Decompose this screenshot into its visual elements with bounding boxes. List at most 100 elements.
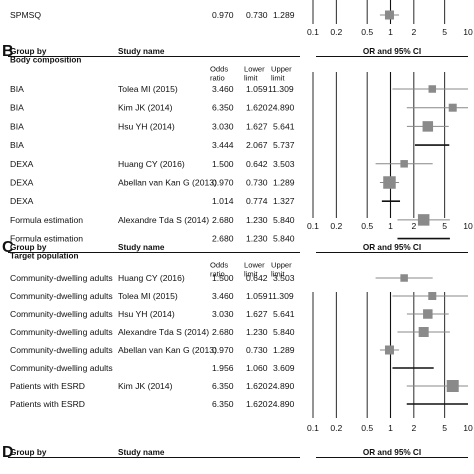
point-estimate-marker	[417, 214, 430, 226]
row-upper-limit: 5.641	[273, 309, 295, 319]
x-tick-label: 0.1	[307, 27, 319, 37]
row-group: BIA	[10, 121, 24, 131]
header-plot-title: OR and 95% CI	[363, 243, 421, 252]
table-row: Community-dwelling adults Tolea MI (2015)…	[10, 291, 468, 301]
row-lower-limit: 1.059	[246, 84, 268, 94]
row-study-name: Alexandre Tda S (2014)	[118, 327, 209, 337]
table-row: DEXA Huang CY (2016) 1.500 0.642 3.503	[10, 159, 433, 169]
row-odds-ratio: 0.970	[212, 178, 234, 188]
x-tick-label: 0.1	[307, 423, 319, 433]
row-group: Community-dwelling adults	[10, 363, 113, 373]
row-upper-limit: 5.737	[273, 140, 295, 150]
table-row: BIA 3.444 2.067 5.737	[10, 140, 450, 150]
row-study-name: Tolea MI (2015)	[118, 291, 178, 301]
table-row: Formula estimation 2.680 1.230 5.840	[10, 234, 450, 244]
table-row: BIA Tolea MI (2015) 3.460 1.059 11.309	[10, 84, 468, 94]
row-upper-limit: 5.840	[273, 327, 295, 337]
row-group: DEXA	[10, 159, 34, 169]
row-upper-limit: 3.609	[273, 363, 295, 373]
panel-label: D	[2, 444, 14, 461]
row-odds-ratio: 2.680	[212, 215, 234, 225]
row-lower-limit: 0.642	[246, 273, 268, 283]
header-upper-limit: Upper limit	[271, 65, 292, 83]
row-lower-limit: 1.627	[246, 309, 268, 319]
table-row: Community-dwelling adults Abellan van Kan…	[10, 345, 400, 355]
header-group-name: Target population	[10, 252, 79, 261]
table-row: DEXA 1.014 0.774 1.327	[10, 196, 401, 206]
table-row: DEXA Abellan van Kan G (2013)0.970 0.730 1.…	[10, 176, 400, 189]
row-upper-limit: 1.289	[273, 10, 295, 20]
row-upper-limit: 5.641	[273, 121, 295, 131]
row-upper-limit: 1.289	[273, 345, 295, 355]
header-group-by: Group by	[10, 243, 47, 252]
row-lower-limit: 2.067	[246, 140, 268, 150]
point-estimate-marker	[446, 380, 459, 392]
row-group: Formula estimation	[10, 234, 83, 244]
row-odds-ratio: 3.444	[212, 140, 234, 150]
point-estimate-marker	[400, 160, 408, 168]
row-study-name: Huang CY (2016)	[118, 273, 185, 283]
row-lower-limit: 1.620	[246, 399, 268, 409]
table-row: Community-dwelling adults Alexandre Tda S…	[10, 327, 450, 337]
row-study-name: Abellan van Kan G (2013)	[118, 345, 217, 355]
x-tick-label: 1	[388, 423, 393, 433]
row-lower-limit: 0.730	[246, 345, 268, 355]
point-estimate-marker	[428, 292, 437, 300]
row-odds-ratio: 1.014	[212, 196, 234, 206]
row-study-name: Alexandre Tda S (2014)	[118, 215, 209, 225]
header-lower-limit: Lower limit	[244, 261, 265, 279]
row-group: BIA	[10, 140, 24, 150]
point-estimate-marker	[428, 85, 437, 93]
row-group: Community-dwelling adults	[10, 309, 113, 319]
table-row: Patients with ESRD Kim JK (2014) 6.350 1.62…	[10, 380, 468, 392]
row-group: BIA	[10, 103, 24, 113]
point-estimate-marker	[383, 176, 396, 189]
row-study-name: Abellan van Kan G (2013)	[118, 178, 217, 188]
row-study-name: Huang CY (2016)	[118, 159, 185, 169]
row-odds-ratio: 1.500	[212, 273, 234, 283]
row-group: Formula estimation	[10, 215, 83, 225]
table-row: BIA Hsu YH (2014) 3.030 1.627 5.641	[10, 121, 449, 132]
row-group: Community-dwelling adults	[10, 345, 113, 355]
row-odds-ratio: 6.350	[212, 399, 234, 409]
row-upper-limit: 1.289	[273, 178, 295, 188]
row-lower-limit: 1.060	[246, 363, 268, 373]
header-lower-limit: Lower limit	[244, 65, 265, 83]
row-upper-limit: 5.840	[273, 234, 295, 244]
row-group: DEXA	[10, 178, 34, 188]
row-upper-limit: 24.890	[268, 399, 295, 409]
row-upper-limit: 1.327	[273, 196, 295, 206]
row-odds-ratio: 0.970	[212, 10, 234, 20]
point-estimate-marker	[422, 121, 434, 132]
row-lower-limit: 0.642	[246, 159, 268, 169]
table-row: Community-dwelling adults Hsu YH (2014) 3.…	[10, 309, 449, 319]
x-tick-label: 0.2	[330, 221, 342, 231]
row-upper-limit: 3.503	[273, 273, 295, 283]
row-odds-ratio: 1.500	[212, 159, 234, 169]
row-group: Patients with ESRD	[10, 381, 85, 391]
row-upper-limit: 5.840	[273, 215, 295, 225]
x-tick-label: 5	[442, 423, 447, 433]
header-group-by: Group by	[10, 448, 47, 457]
table-row: BIA Kim JK (2014) 6.350 1.620 24.890	[10, 103, 468, 113]
row-lower-limit: 1.059	[246, 291, 268, 301]
row-odds-ratio: 3.460	[212, 291, 234, 301]
row-upper-limit: 24.890	[268, 381, 295, 391]
table-row: Patients with ESRD 6.350 1.620 24.890	[10, 399, 468, 409]
x-tick-label: 0.2	[330, 27, 342, 37]
x-tick-label: 0.5	[361, 221, 373, 231]
table-row: Community-dwelling adults Huang CY (2016)…	[10, 273, 433, 283]
table-row: SPMSQ 0.970 0.730 1.289	[10, 10, 400, 20]
forest-panel-a: 0.1 0.2 0.5 1 2 5 10 SPMSQ 0.970 0.730 1.289	[10, 0, 473, 37]
row-upper-limit: 11.309	[268, 291, 294, 301]
row-group: SPMSQ	[10, 10, 41, 20]
table-row: Formula estimation Alexandre Tda S (2014)…	[10, 214, 450, 226]
panel-label: B	[2, 43, 14, 60]
header-group-by: Group by	[10, 47, 47, 56]
point-estimate-marker	[400, 274, 408, 282]
row-study-name: Hsu YH (2014)	[118, 121, 175, 131]
header-plot-title: OR and 95% CI	[363, 448, 421, 457]
row-upper-limit: 3.503	[273, 159, 295, 169]
